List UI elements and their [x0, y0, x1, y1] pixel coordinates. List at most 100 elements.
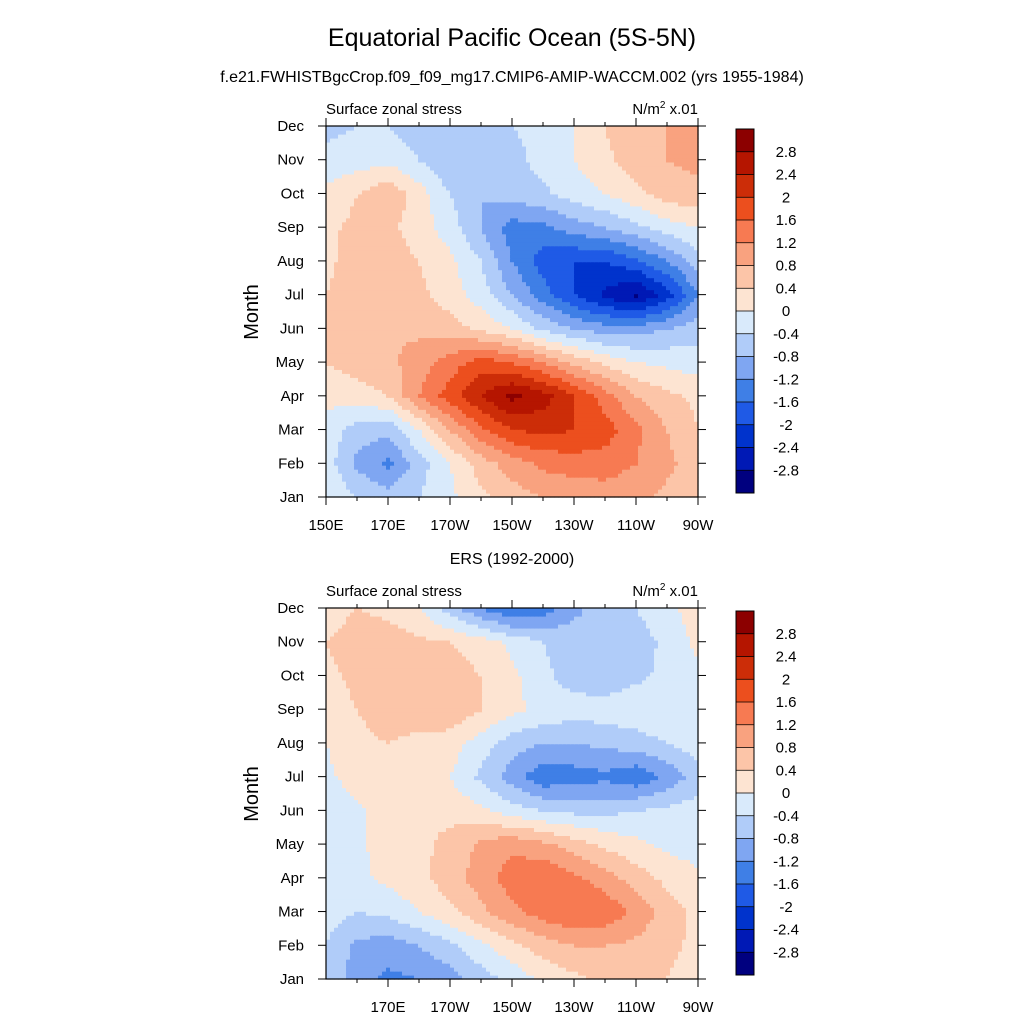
field-cell — [550, 281, 555, 287]
field-cell — [550, 337, 555, 343]
field-cell — [566, 429, 571, 434]
field-cell — [650, 473, 655, 478]
field-cell — [326, 373, 331, 378]
field-cell — [470, 353, 475, 358]
field-cell — [406, 453, 411, 458]
field-cell — [498, 281, 503, 287]
field-cell — [602, 377, 607, 382]
field-cell — [694, 377, 699, 382]
panel-model-variable-label: Surface zonal stress — [326, 101, 462, 118]
field-cell — [474, 385, 479, 390]
field-cell — [554, 289, 559, 295]
field-cell — [638, 297, 643, 303]
field-cell — [510, 317, 515, 323]
field-cell — [410, 453, 415, 458]
field-cell — [514, 325, 519, 331]
field-cell — [378, 393, 383, 398]
field-cell — [434, 389, 439, 394]
field-cell — [546, 417, 551, 422]
field-cell — [578, 409, 583, 414]
field-cell — [426, 381, 431, 386]
field-cell — [650, 337, 655, 343]
field-cell — [574, 421, 579, 426]
field-cell — [430, 453, 435, 458]
field-cell — [506, 369, 511, 374]
field-cell — [538, 393, 543, 398]
field-cell — [418, 409, 423, 414]
field-cell — [650, 485, 655, 490]
field-cell — [682, 393, 687, 398]
field-cell — [462, 489, 467, 494]
field-cell — [466, 485, 471, 490]
field-cell — [334, 301, 339, 307]
field-cell — [682, 353, 687, 358]
field-cell — [606, 349, 611, 354]
field-cell — [374, 381, 379, 386]
field-cell — [426, 353, 431, 358]
field-cell — [470, 373, 475, 378]
field-cell — [606, 449, 611, 454]
field-cell — [442, 389, 447, 394]
field-cell — [426, 425, 431, 430]
field-cell — [626, 461, 631, 466]
field-cell — [454, 353, 459, 358]
field-cell — [682, 329, 687, 335]
field-cell — [402, 465, 407, 470]
field-cell — [422, 353, 427, 358]
field-cell — [542, 329, 547, 335]
field-cell — [682, 377, 687, 382]
field-cell — [534, 469, 539, 474]
field-cell — [506, 477, 511, 482]
field-cell — [530, 285, 535, 291]
field-cell — [422, 449, 427, 454]
field-cell — [610, 317, 615, 323]
field-cell — [338, 317, 343, 323]
field-cell — [494, 321, 499, 327]
field-cell — [462, 281, 467, 287]
field-cell — [454, 449, 459, 454]
field-cell — [410, 377, 415, 382]
field-cell — [426, 461, 431, 466]
field-cell — [526, 393, 531, 398]
field-cell — [402, 393, 407, 398]
field-cell — [350, 285, 355, 291]
field-cell — [446, 393, 451, 398]
field-cell — [474, 293, 479, 299]
field-cell — [394, 305, 399, 311]
field-cell — [474, 285, 479, 291]
field-cell — [490, 473, 495, 478]
field-cell — [654, 289, 659, 295]
field-cell — [342, 377, 347, 382]
field-cell — [530, 409, 535, 414]
field-cell — [362, 285, 367, 291]
field-cell — [342, 349, 347, 354]
field-cell — [506, 389, 511, 394]
field-cell — [338, 353, 343, 358]
field-cell — [670, 297, 675, 303]
field-cell — [350, 397, 355, 402]
field-cell — [462, 433, 467, 438]
field-cell — [502, 449, 507, 454]
field-cell — [650, 481, 655, 486]
field-cell — [406, 289, 411, 295]
field-cell — [662, 289, 667, 295]
field-cell — [626, 361, 631, 366]
field-cell — [570, 429, 575, 434]
field-cell — [414, 437, 419, 442]
field-cell — [430, 301, 435, 307]
field-cell — [686, 405, 691, 410]
field-cell — [690, 401, 695, 406]
field-cell — [502, 341, 507, 347]
field-cell — [518, 357, 523, 362]
field-cell — [590, 397, 595, 402]
field-cell — [446, 449, 451, 454]
field-cell — [562, 321, 567, 327]
field-cell — [666, 457, 671, 462]
field-cell — [594, 425, 599, 430]
field-cell — [474, 445, 479, 450]
field-cell — [542, 493, 547, 498]
field-cell — [570, 457, 575, 462]
field-cell — [374, 477, 379, 482]
field-cell — [646, 329, 651, 335]
field-cell — [514, 297, 519, 303]
